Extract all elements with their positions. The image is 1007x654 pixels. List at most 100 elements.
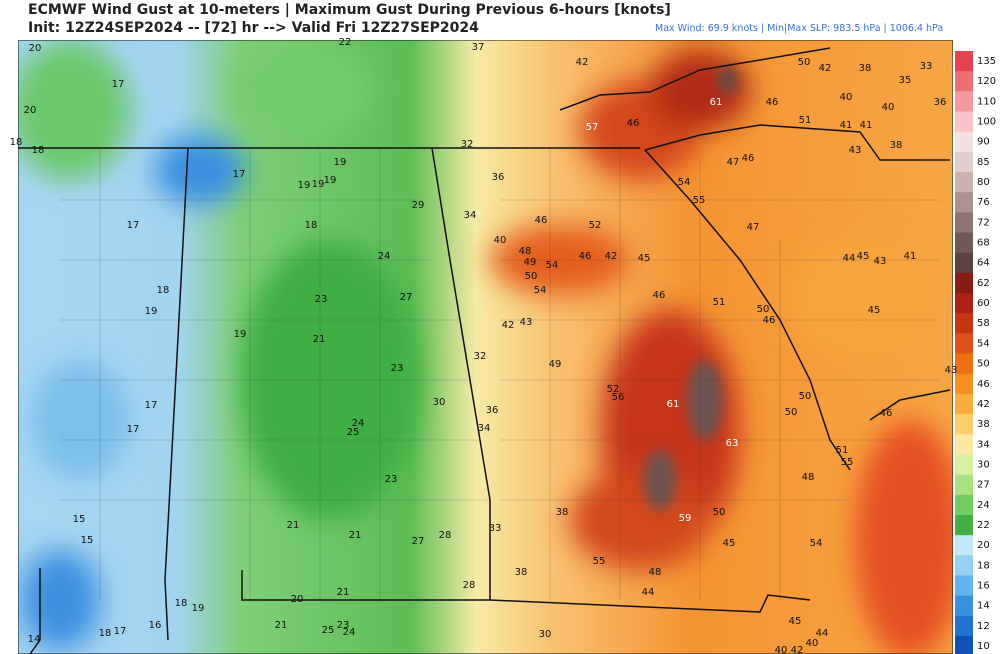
colorbar-cell [955,575,973,597]
colorbar-label: 72 [977,217,990,228]
station-value: 50 [525,271,538,282]
station-value: 17 [127,424,140,435]
colorbar-cell [955,192,973,213]
station-value: 61 [710,97,723,108]
colorbar-cell [955,51,973,72]
station-value: 44 [642,587,655,598]
station-value: 15 [73,514,86,525]
colorbar-label: 68 [977,238,990,249]
colorbar-label: 90 [977,137,990,148]
station-value: 36 [492,172,505,183]
colorbar-cell [955,494,973,516]
station-value: 18 [305,220,318,231]
station-value: 18 [10,137,23,148]
colorbar-label: 18 [977,560,990,571]
station-value: 19 [192,603,205,614]
colorbar-cell [955,71,973,92]
colorbar-cell [955,414,973,435]
station-value: 43 [945,365,958,376]
colorbar-cell [955,555,973,576]
station-value: 27 [412,536,425,547]
station-value: 19 [234,329,247,340]
station-value: 19 [312,179,325,190]
station-value: 54 [546,260,559,271]
station-value: 46 [627,118,640,129]
station-value: 34 [464,210,477,221]
station-value: 32 [461,139,474,150]
station-value: 41 [860,120,873,131]
colorbar-cell [955,151,973,173]
station-value: 46 [763,315,776,326]
station-value: 17 [127,220,140,231]
station-value: 46 [742,153,755,164]
colorbar-cell [955,252,973,274]
colorbar-cell [955,131,973,153]
colorbar-cell [955,212,973,234]
station-value: 35 [899,75,912,86]
colorbar-cell [955,636,973,654]
colorbar-cell [955,474,973,496]
station-value: 51 [713,297,726,308]
station-value: 40 [806,638,819,649]
map [18,40,953,654]
station-value: 29 [412,200,425,211]
station-value: 52 [589,220,602,231]
station-value: 22 [339,37,352,48]
station-value: 17 [145,400,158,411]
colorbar-cell [955,535,973,556]
colorbar-cell [955,313,973,334]
station-value: 45 [868,305,881,316]
station-value: 23 [315,294,328,305]
station-value: 49 [549,359,562,370]
station-value: 15 [81,535,94,546]
station-value: 36 [934,97,947,108]
station-value: 48 [649,567,662,578]
station-value: 23 [337,620,350,631]
station-value: 46 [653,290,666,301]
station-value: 19 [145,306,158,317]
station-value: 24 [343,627,356,638]
colorbar-cell [955,333,973,355]
station-value: 54 [678,177,691,188]
station-value: 24 [378,251,391,262]
colorbar-cell [955,434,973,455]
colorbar-label: 60 [977,298,990,309]
station-value: 40 [882,102,895,113]
station-value: 40 [775,645,788,654]
title: ECMWF Wind Gust at 10-meters | Maximum G… [28,2,671,18]
station-value: 43 [874,256,887,267]
station-value: 52 [607,384,620,395]
station-value: 28 [439,530,452,541]
station-value: 50 [785,407,798,418]
station-value: 34 [478,423,491,434]
station-value: 45 [857,251,870,262]
colorbar-label: 76 [977,197,990,208]
colorbar-label: 34 [977,439,990,450]
station-value: 40 [494,235,507,246]
station-value: 20 [29,43,42,54]
station-value: 46 [766,97,779,108]
station-value: 50 [757,304,770,315]
station-value: 42 [819,63,832,74]
station-value: 55 [841,457,854,468]
station-value: 40 [840,92,853,103]
station-value: 17 [112,79,125,90]
colorbar-label: 135 [977,56,996,67]
station-value: 51 [799,115,812,126]
station-value: 37 [472,42,485,53]
station-value: 45 [723,538,736,549]
station-value: 21 [313,334,326,345]
colorbar-label: 38 [977,419,990,430]
station-value: 45 [789,616,802,627]
colorbar-cell [955,514,973,536]
station-value: 17 [114,626,127,637]
colorbar-cell [955,353,973,375]
station-value: 19 [298,180,311,191]
colorbar-label: 30 [977,459,990,470]
colorbar-label: 12 [977,621,990,632]
station-value: 46 [579,251,592,262]
station-value: 20 [24,105,37,116]
station-value: 28 [463,580,476,591]
station-value: 41 [840,120,853,131]
